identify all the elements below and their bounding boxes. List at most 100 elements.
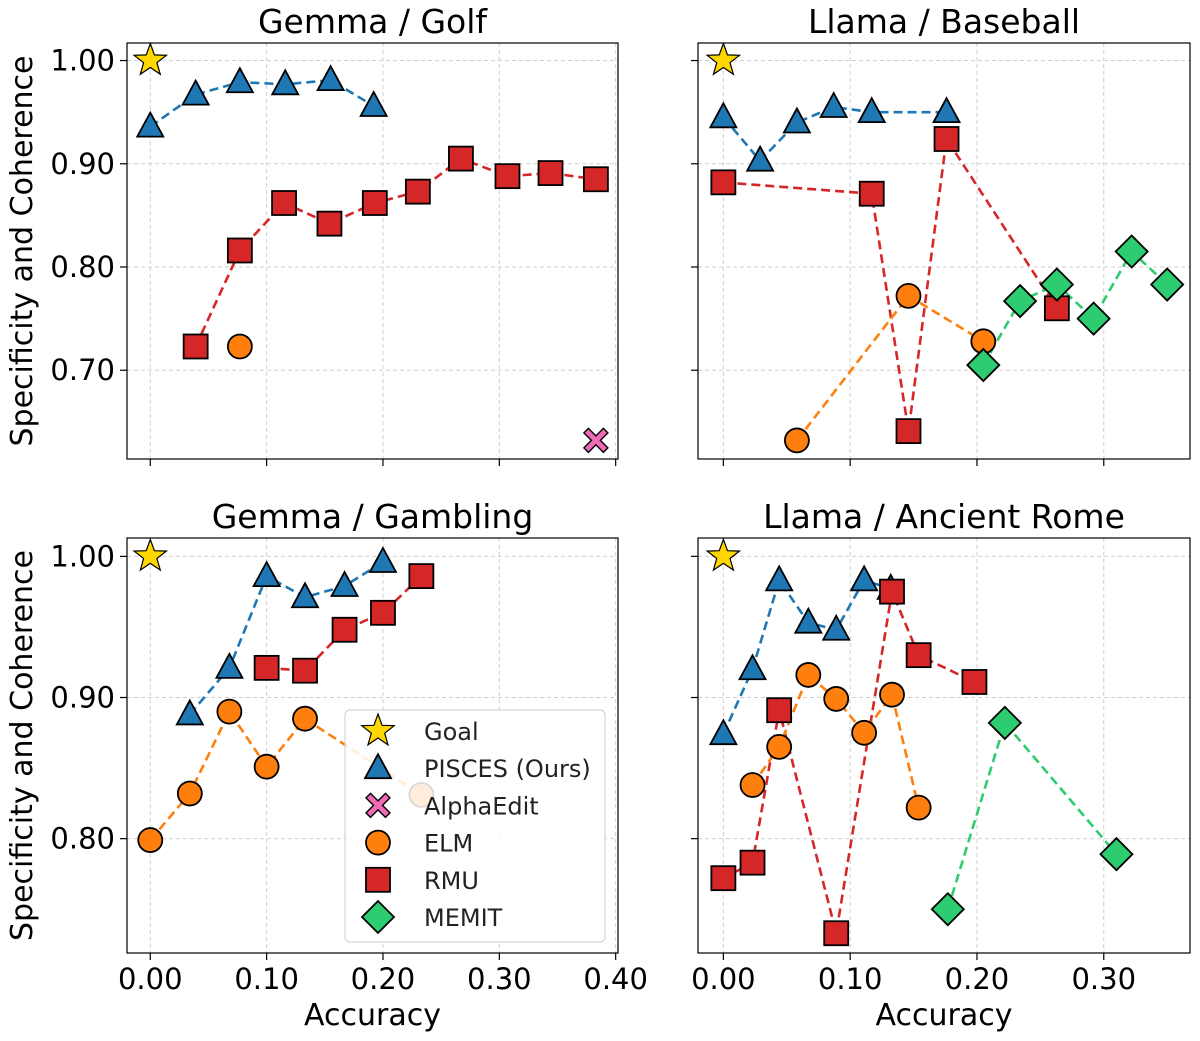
point-goal [132,41,169,76]
x-axis-label: Accuracy [876,998,1013,1033]
point-rmu [226,237,253,264]
point-elm [784,427,810,454]
legend-box [344,709,606,943]
point-elm [879,681,905,708]
plot-frame [126,537,619,954]
point-rmu [823,920,850,947]
point-elm [137,827,164,853]
legend-marker-elm [365,829,391,856]
series-line-memit [946,720,1118,910]
series-line-pisces-ours [722,577,892,735]
point-rmu [408,563,435,590]
point-pisces-ours [819,91,849,118]
point-memit [966,347,1001,383]
y-axis-label: Specificity and Coherence [5,550,40,941]
x-tick-label: 0.00 [691,962,756,996]
point-pisces-ours [793,606,823,634]
point-rmu [370,599,396,626]
point-elm [739,772,766,798]
point-pisces-ours [330,570,360,597]
point-elm [851,719,878,746]
point-elm [253,753,280,780]
legend-label-goal: Goal [424,718,479,746]
point-memit [1099,836,1134,872]
point-memit [930,891,966,927]
x-tick-label: 0.00 [118,962,183,996]
point-pisces-ours [368,546,398,573]
point-pisces-ours [708,101,738,129]
x-tick-label: 0.30 [1071,962,1136,996]
subplot-title: Gemma / Golf [258,2,488,41]
point-memit [1114,234,1149,269]
point-alphaedit [582,427,609,454]
point-pisces-ours [821,613,851,641]
point-rmu [879,578,905,605]
y-tick-label: 0.80 [50,250,115,284]
y-tick-label: 1.00 [50,539,115,573]
x-tick-label: 0.20 [945,962,1010,996]
legend-marker-pisces-ours [363,752,393,780]
point-pisces-ours [290,581,320,609]
point-memit [1149,267,1185,302]
point-memit [1002,283,1038,319]
subplot-gemma-golf: 0.70 0.80 0.90 1.00 Gemma / Golf Specificity … [5,2,619,466]
series-line-pisces-ours [722,105,947,163]
point-pisces-ours [708,718,738,746]
subplot-title: Llama / Baseball [808,2,1080,41]
y-axis-label: Specificity and Coherence [5,56,40,447]
legend-marker-alphaedit [365,792,391,819]
point-memit [1039,267,1075,302]
subplot-title: Llama / Ancient Rome [763,497,1125,536]
point-rmu [710,169,737,196]
point-pisces-ours [252,560,282,588]
point-elm [766,734,793,760]
point-elm [823,686,850,712]
point-pisces-ours [359,90,389,117]
point-pisces-ours [932,96,962,124]
y-tick-label: 0.90 [50,681,115,715]
point-elm [905,794,932,821]
point-pisces-ours [270,68,300,96]
y-tick-label: 0.80 [50,822,115,856]
legend-marker-rmu [365,866,391,893]
legend-marker-memit [360,899,396,935]
point-pisces-ours [225,66,255,94]
point-rmu [739,849,766,876]
x-tick-label: 0.10 [234,962,299,996]
point-elm [795,662,822,688]
point-pisces-ours [764,564,794,592]
point-elm [292,705,318,732]
point-pisces-ours [181,78,211,106]
point-pisces-ours [857,96,887,124]
point-rmu [905,642,932,669]
series-line-rmu [194,157,597,348]
point-rmu [292,657,318,684]
x-tick-label: 0.10 [818,962,883,996]
legend-label-alphaedit: AlphaEdit [424,792,539,820]
point-rmu [448,145,474,172]
point-goal [705,41,742,76]
subplot-title: Gemma / Gambling [212,497,534,536]
point-goal [705,537,742,572]
point-rmu [710,865,737,892]
point-rmu [253,654,280,681]
point-rmu [537,160,564,186]
y-tick-label: 0.70 [50,353,115,387]
point-pisces-ours [175,698,205,726]
point-pisces-ours [782,106,812,134]
point-memit [1076,301,1111,336]
point-rmu [182,333,209,360]
subplot-llama-ancient-rome: 0.00 0.10 0.20 0.30 Llama / Ancient Rome Accu… [691,497,1191,1033]
point-pisces-ours [135,110,165,138]
plot-frame [697,42,1191,460]
point-rmu [494,163,521,190]
legend-label-memit: MEMIT [424,904,503,932]
legend: Goal PISCES (Ours) AlphaEdit ELM RMU MEMIT [344,709,606,943]
x-tick-label: 0.40 [583,962,648,996]
point-pisces-ours [849,564,879,592]
x-tick-label: 0.30 [467,962,532,996]
point-rmu [331,616,358,643]
point-rmu [858,180,885,207]
point-rmu [271,190,297,216]
point-memit [987,705,1023,741]
